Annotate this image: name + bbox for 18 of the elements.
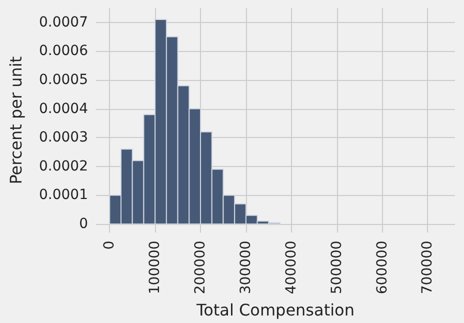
- y-tick-label: 0.0001: [39, 187, 88, 204]
- x-tick-label: 500000: [328, 240, 345, 294]
- y-tick-label: 0.0007: [39, 14, 88, 30]
- x-tick-label: 200000: [192, 240, 209, 294]
- x-tick-label: 300000: [238, 240, 254, 294]
- x-tick-label: 600000: [374, 240, 390, 294]
- y-tick-label: 0.0002: [39, 158, 88, 174]
- y-axis-title: Percent per unit: [6, 56, 26, 184]
- x-tick-label: 0: [102, 240, 118, 250]
- y-tick-label: 0.0004: [39, 100, 88, 117]
- x-tick-label: 400000: [283, 240, 300, 294]
- y-tick-label: 0.0005: [39, 72, 88, 88]
- y-tick-label: 0: [79, 216, 88, 232]
- x-tick-label: 700000: [420, 240, 436, 294]
- y-tick-label: 0.0003: [39, 130, 88, 146]
- x-axis-title: Total Compensation: [196, 300, 354, 320]
- y-tick-label: 0.0006: [39, 43, 88, 60]
- x-tick-label: 100000: [147, 240, 164, 294]
